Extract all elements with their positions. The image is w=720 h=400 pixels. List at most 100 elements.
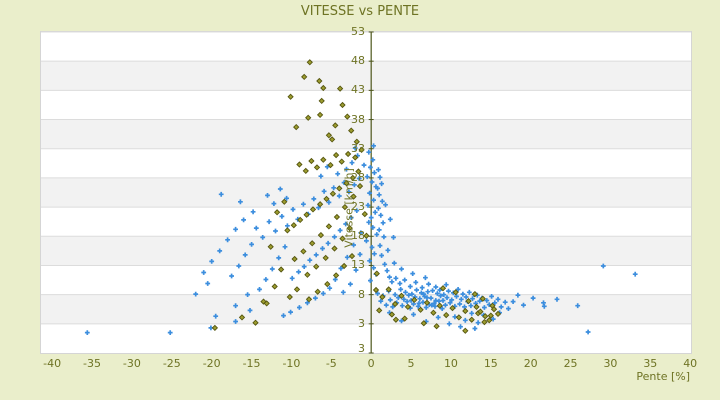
- plus-marker: [399, 303, 405, 309]
- diamond-marker: [316, 77, 323, 85]
- y-tick-label: 3: [358, 316, 365, 330]
- plus-marker: [356, 176, 362, 181]
- plus-marker: [357, 252, 363, 257]
- x-tick-label: 5: [407, 357, 415, 370]
- plus-marker: [468, 303, 474, 309]
- x-tick-label: 35: [643, 357, 658, 370]
- plus-marker: [454, 294, 459, 299]
- plus-marker: [367, 190, 372, 196]
- diamond-marker: [281, 198, 288, 205]
- plus-marker: [376, 167, 381, 173]
- plus-marker: [348, 215, 354, 220]
- plus-marker: [336, 193, 342, 199]
- plus-marker: [376, 205, 381, 211]
- plus-marker: [430, 288, 435, 293]
- diamond-marker: [348, 252, 356, 260]
- x-tick-label: 0: [367, 357, 375, 370]
- plus-marker: [484, 298, 490, 303]
- plus-marker: [383, 202, 388, 208]
- y-tick-label: 38: [351, 112, 365, 126]
- plus-marker: [377, 174, 383, 180]
- plus-marker: [443, 282, 449, 288]
- plot-band: [41, 90, 691, 120]
- plus-marker: [410, 271, 416, 276]
- plus-marker: [393, 275, 399, 281]
- diamond-marker: [355, 168, 362, 175]
- diamond-marker: [296, 161, 303, 168]
- plus-marker: [205, 281, 211, 286]
- plus-marker: [521, 302, 526, 308]
- plus-marker: [365, 202, 371, 208]
- diamond-marker: [238, 314, 246, 321]
- plus-marker: [366, 219, 372, 225]
- plus-marker: [296, 269, 301, 275]
- plus-marker: [411, 312, 416, 317]
- plus-marker: [250, 209, 256, 215]
- diamond-marker: [423, 299, 431, 306]
- diamond-marker: [316, 201, 324, 208]
- diamond-marker: [391, 300, 399, 308]
- plus-marker: [460, 291, 466, 297]
- y-tick-label: 43: [351, 83, 365, 97]
- plus-marker: [84, 330, 90, 335]
- diamond-marker: [487, 312, 494, 319]
- diamond-marker: [401, 315, 408, 322]
- plus-marker: [411, 301, 416, 307]
- plus-marker: [395, 295, 401, 300]
- diamond-marker: [433, 323, 440, 330]
- plus-marker: [498, 304, 504, 310]
- diamond-marker: [317, 231, 325, 239]
- diamond-marker: [339, 101, 346, 109]
- plus-marker: [271, 201, 277, 206]
- plus-marker: [409, 291, 415, 297]
- plus-marker: [435, 291, 440, 296]
- x-tick-label: 30: [603, 357, 618, 370]
- plus-marker: [364, 238, 369, 244]
- diamond-marker: [363, 232, 370, 239]
- plus-marker: [391, 235, 396, 240]
- plot-band: [41, 265, 691, 295]
- diamond-marker: [322, 254, 329, 262]
- x-tick-label: 15: [483, 357, 498, 370]
- plus-marker: [389, 279, 395, 285]
- diamond-marker: [482, 313, 489, 320]
- plus-marker: [443, 302, 448, 308]
- plus-marker: [313, 252, 319, 258]
- plus-marker: [372, 251, 377, 257]
- plus-marker: [369, 179, 375, 185]
- plus-marker: [423, 275, 428, 281]
- plot-band: [41, 119, 691, 149]
- y-axis-title: Vitesse [km/h]: [342, 168, 356, 248]
- plus-marker: [530, 295, 536, 301]
- diamond-marker: [486, 317, 493, 324]
- plus-marker: [463, 294, 469, 300]
- plus-marker: [383, 302, 389, 308]
- plus-marker: [399, 266, 404, 272]
- plus-marker: [470, 296, 475, 302]
- plus-marker: [457, 301, 463, 307]
- diamond-marker: [443, 311, 450, 319]
- plus-marker: [233, 303, 238, 309]
- plus-marker: [600, 263, 606, 269]
- y-tick-label: 18: [351, 229, 365, 243]
- diamond-marker: [344, 113, 351, 120]
- plus-marker: [417, 296, 423, 302]
- plus-marker: [475, 320, 481, 326]
- diamond-marker: [356, 182, 364, 190]
- diamond-marker: [328, 136, 336, 143]
- diamond-marker: [320, 84, 327, 92]
- plus-marker: [425, 289, 431, 295]
- plus-marker: [265, 193, 270, 198]
- diamond-marker: [333, 213, 341, 221]
- plus-marker: [401, 296, 407, 302]
- x-tick-label: -5: [325, 357, 337, 370]
- y-tick-label: 33: [351, 141, 365, 155]
- plot-band: [41, 207, 691, 237]
- diamond-marker: [309, 206, 317, 213]
- plus-marker: [455, 287, 461, 292]
- plus-marker: [366, 149, 372, 155]
- plus-marker: [392, 292, 398, 297]
- x-tick-label: 10: [443, 357, 458, 370]
- plus-marker: [253, 225, 259, 231]
